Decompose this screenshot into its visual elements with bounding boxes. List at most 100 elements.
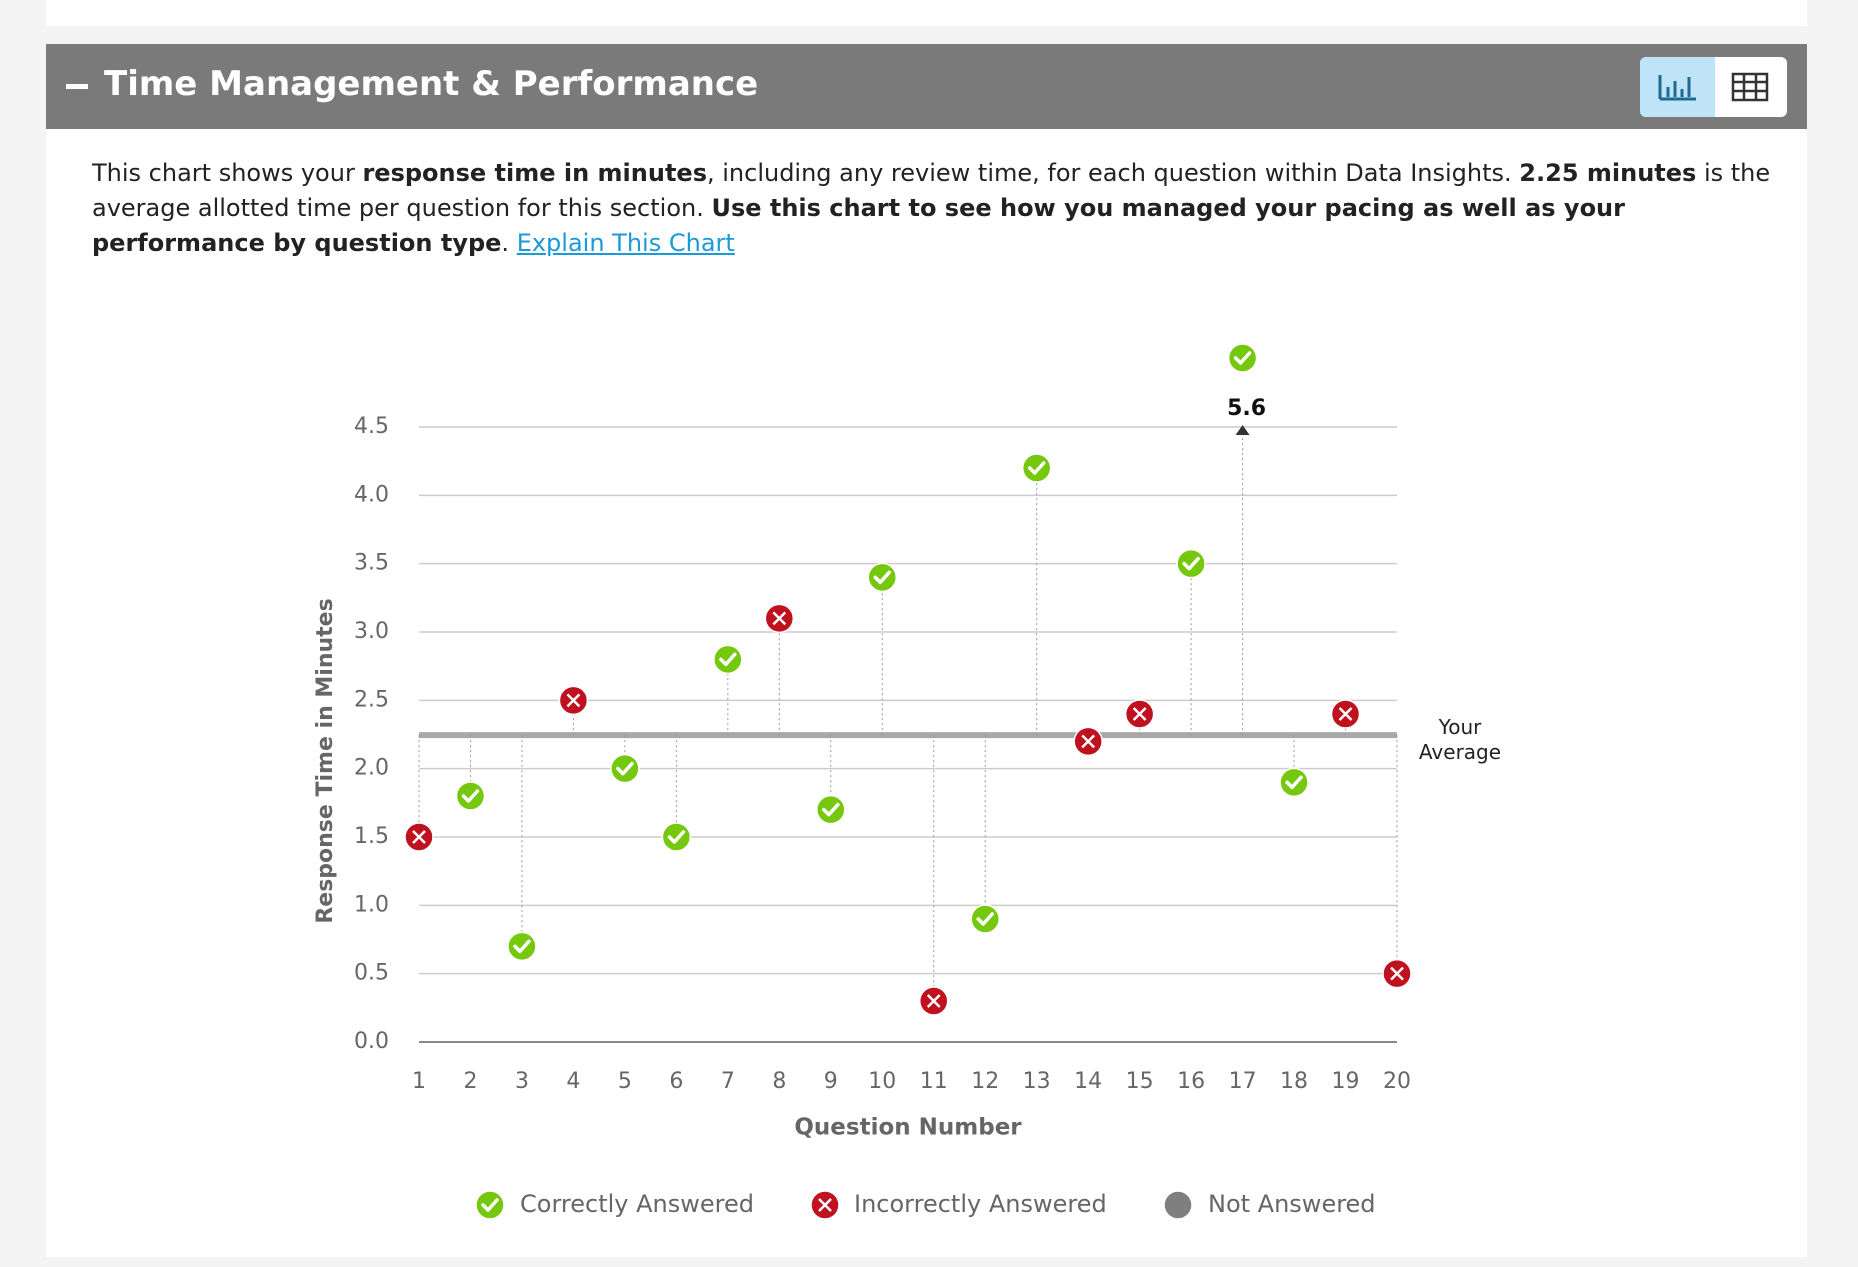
data-point	[1227, 343, 1258, 373]
point-circle	[816, 794, 846, 825]
x-tick-label: 20	[1383, 1069, 1411, 1094]
legend-label: Incorrectly Answered	[854, 1190, 1107, 1218]
x-tick-label: 15	[1126, 1069, 1154, 1094]
panel-header: Time Management & Performance	[46, 44, 1807, 129]
x-tick-label: 6	[669, 1069, 683, 1094]
description-text: Use this chart to see how you managed yo…	[92, 194, 1625, 257]
point-circle	[713, 644, 743, 675]
y-tick-label: 4.0	[354, 482, 389, 507]
check-mark	[1285, 775, 1303, 790]
point-circle	[661, 822, 692, 852]
data-point	[713, 644, 743, 675]
data-point	[455, 781, 486, 811]
overflow-arrow	[1235, 425, 1250, 435]
x-tick-label: 5	[618, 1069, 632, 1094]
y-tick-label: 1.5	[354, 824, 389, 849]
x-mark	[1390, 966, 1404, 981]
x-mark	[772, 611, 787, 626]
y-tick-label: 0.0	[354, 1029, 389, 1054]
point-circle	[455, 781, 486, 811]
x-tick-label: 7	[721, 1069, 735, 1094]
data-point	[610, 753, 640, 784]
data-point	[816, 794, 846, 825]
top-strip	[46, 0, 1807, 26]
point-circle	[507, 931, 537, 962]
data-point	[1124, 699, 1155, 729]
x-mark	[1338, 707, 1353, 721]
point-circle	[970, 904, 1000, 934]
y-tick-label: 1.0	[354, 892, 389, 917]
x-tick-label: 4	[566, 1069, 580, 1094]
x-tick-label: 10	[868, 1069, 896, 1094]
check-mark	[513, 939, 531, 954]
point-circle	[475, 1190, 505, 1220]
data-point	[1330, 699, 1361, 729]
description-text: , including any review time, for each qu…	[706, 159, 1520, 187]
check-mark	[822, 802, 840, 817]
data-point	[970, 904, 1000, 934]
description-text: This chart shows your	[92, 159, 363, 187]
data-point	[1279, 767, 1309, 798]
legend-label: Correctly Answered	[520, 1190, 754, 1218]
x-tick-label: 16	[1177, 1069, 1205, 1094]
data-point	[1382, 958, 1412, 989]
data-point	[1176, 548, 1206, 579]
check-mark	[616, 761, 634, 776]
check-mark	[667, 830, 686, 844]
check-mark	[461, 789, 480, 803]
data-point	[867, 562, 898, 593]
x-tick-label: 3	[515, 1069, 529, 1094]
panel-title: Time Management & Performance	[104, 64, 759, 104]
x-mark	[412, 830, 426, 844]
legend-icon	[810, 1190, 840, 1220]
explain-link[interactable]: Explain This Chart	[516, 229, 735, 257]
y-tick-label: 4.5	[354, 414, 389, 439]
description-text: response time in minutes	[362, 159, 707, 187]
x-tick-label: 11	[920, 1069, 948, 1094]
average-label: Your Average	[1419, 715, 1501, 764]
x-tick-label: 8	[772, 1069, 786, 1094]
point-circle	[867, 562, 898, 593]
point-circle	[1227, 343, 1258, 373]
check-mark	[481, 1198, 499, 1212]
check-mark	[1182, 556, 1200, 571]
data-point	[1073, 726, 1103, 757]
check-mark	[1233, 351, 1252, 365]
point-circle	[1176, 548, 1206, 579]
legend-label: Not Answered	[1208, 1190, 1376, 1218]
x-tick-label: 18	[1280, 1069, 1308, 1094]
check-mark	[719, 652, 737, 667]
y-tick-label: 3.0	[354, 619, 389, 644]
x-tick-label: 12	[971, 1069, 999, 1094]
x-mark	[1132, 707, 1147, 721]
x-axis-title: Question Number	[794, 1115, 1022, 1141]
y-tick-label: 3.5	[354, 551, 389, 576]
view-toggle	[1640, 57, 1787, 117]
data-point	[404, 822, 434, 852]
collapse-icon[interactable]	[66, 84, 88, 89]
chart-view-button[interactable]	[1640, 57, 1715, 117]
overflow-label: 5.6	[1227, 396, 1266, 421]
x-tick-label: 13	[1023, 1069, 1051, 1094]
x-tick-label: 9	[824, 1069, 838, 1094]
x-tick-label: 17	[1229, 1069, 1257, 1094]
x-tick-label: 1	[412, 1069, 426, 1094]
legend-icon	[475, 1190, 505, 1220]
table-icon	[1731, 72, 1769, 102]
y-tick-label: 0.5	[354, 961, 389, 986]
point-circle	[1163, 1190, 1193, 1220]
legend-icon	[1163, 1190, 1193, 1220]
y-tick-label: 2.0	[354, 756, 389, 781]
x-mark	[926, 994, 941, 1008]
panel: Time Management & Performance This chart…	[46, 44, 1807, 1257]
table-view-button[interactable]	[1715, 57, 1787, 117]
check-mark	[976, 912, 994, 926]
data-point	[764, 603, 795, 634]
point-circle	[1279, 767, 1309, 798]
check-mark	[873, 570, 892, 585]
data-point	[1021, 453, 1052, 483]
x-tick-label: 14	[1074, 1069, 1102, 1094]
data-point	[558, 685, 589, 716]
